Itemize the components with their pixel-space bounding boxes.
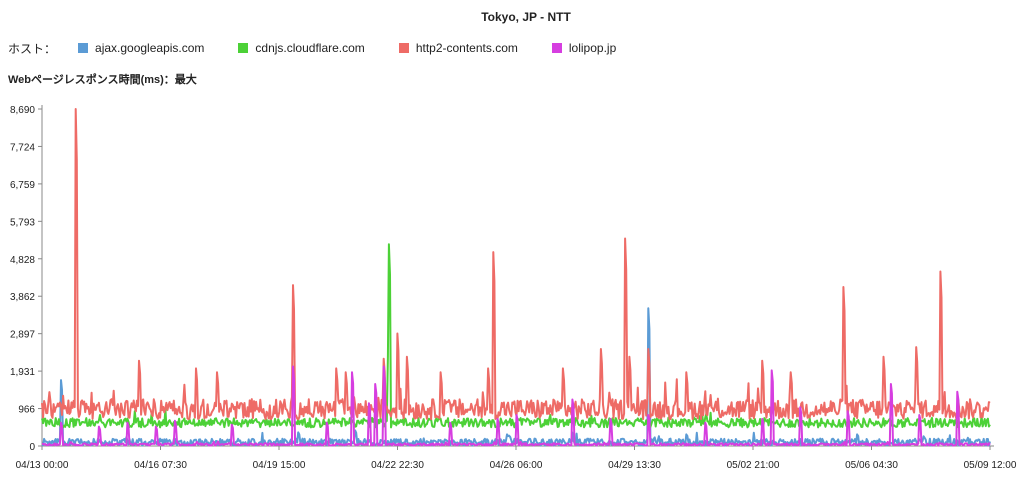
- legend-swatch-lolipop: [551, 43, 562, 53]
- x-tick-label: 05/02 21:00: [727, 460, 780, 471]
- x-tick-label: 05/06 04:30: [845, 460, 898, 471]
- legend-label-cdnjs: cdnjs.cloudflare.com: [255, 41, 365, 55]
- x-tick-label: 04/19 15:00: [253, 460, 306, 471]
- legend-item-http2[interactable]: http2-contents.com: [398, 41, 518, 55]
- y-tick-label: 1,931: [10, 367, 35, 378]
- legend-label-http2: http2-contents.com: [415, 41, 518, 55]
- legend-label-ajax: ajax.googleapis.com: [95, 41, 205, 55]
- x-tick-label: 04/26 06:00: [490, 460, 543, 471]
- x-tick-label: 04/22 22:30: [371, 460, 424, 471]
- y-tick-label: 0: [29, 442, 35, 453]
- x-tick-label: 04/29 13:30: [608, 460, 661, 471]
- legend-label-lolipop: lolipop.jp: [568, 41, 617, 55]
- legend-item-cdnjs[interactable]: cdnjs.cloudflare.com: [238, 41, 365, 55]
- series-line-lolipop-jp[interactable]: [41, 365, 991, 447]
- legend-prefix: ホスト：: [8, 41, 57, 56]
- legend: ホスト： ajax.googleapis.com cdnjs.cloudflar…: [8, 40, 650, 56]
- x-tick-label: 04/13 00:00: [16, 460, 69, 471]
- legend-item-ajax[interactable]: ajax.googleapis.com: [78, 41, 204, 55]
- y-tick-label: 6,759: [10, 180, 35, 191]
- y-tick-label: 2,897: [10, 330, 35, 341]
- chart-title: Tokyo, JP - NTT: [481, 10, 571, 24]
- x-tick-label: 05/09 12:00: [964, 460, 1017, 471]
- x-tick-label: 04/16 07:30: [134, 460, 187, 471]
- series-line-http2-contents-com[interactable]: [41, 108, 991, 421]
- y-tick-label: 3,862: [10, 292, 35, 303]
- y-tick-label: 7,724: [10, 142, 35, 153]
- legend-item-lolipop[interactable]: lolipop.jp: [551, 41, 617, 55]
- y-tick-label: 966: [18, 405, 35, 416]
- y-tick-label: 4,828: [10, 255, 35, 266]
- legend-swatch-ajax: [78, 43, 89, 53]
- legend-swatch-http2: [398, 43, 409, 53]
- y-axis-title: Webページレスポンス時間(ms)：最大: [8, 74, 197, 86]
- y-tick-label: 5,793: [10, 217, 35, 228]
- y-tick-label: 8,690: [10, 105, 35, 116]
- legend-swatch-cdnjs: [238, 43, 249, 53]
